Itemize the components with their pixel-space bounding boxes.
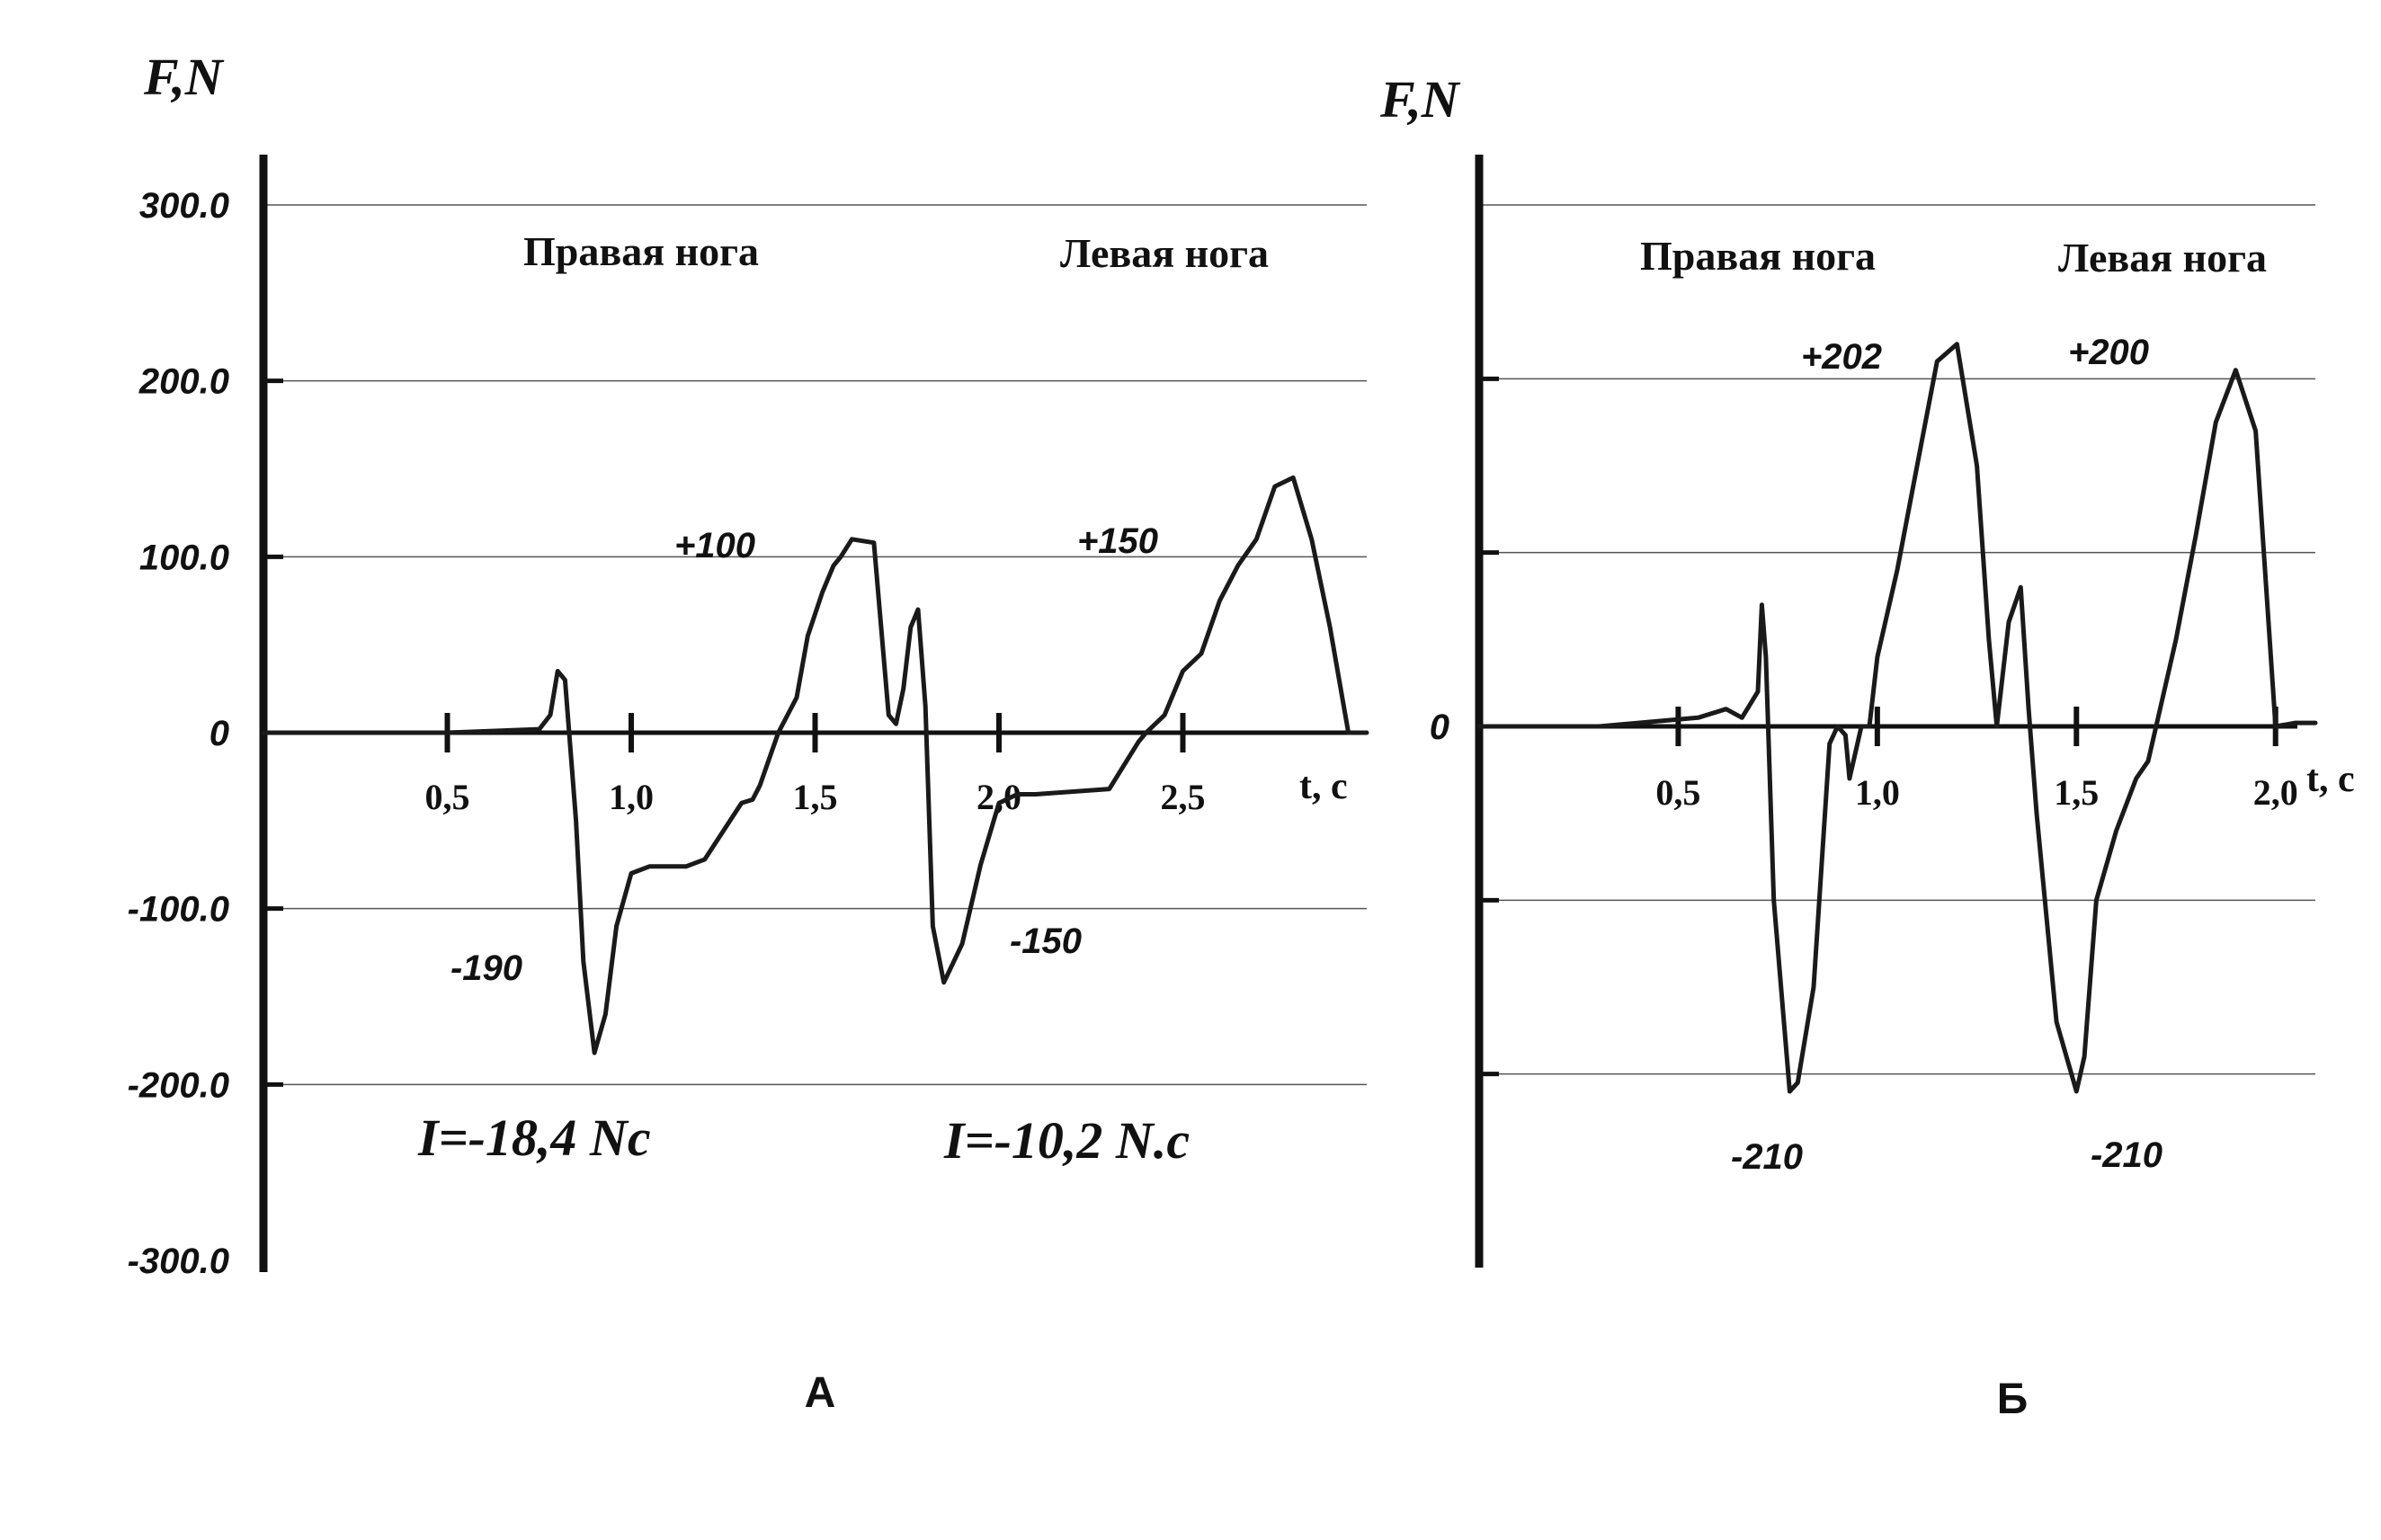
x-tick-label: 0,5 [1655,772,1700,813]
annotation-trough: -190 [450,948,522,988]
y-tick-label: -100.0 [128,890,229,930]
impulse-label: I=-10,2 N.c [943,1111,1190,1170]
annotation-peak: +202 [1801,337,1882,377]
panel-label: А [805,1369,836,1417]
grid-lines [263,204,1367,1086]
y-tick-label: 200.0 [138,362,229,402]
y-tick-label: 0 [210,714,229,753]
annotation-trough: -210 [2091,1135,2163,1175]
series-line [261,475,1369,1055]
axes [259,155,1367,1272]
region-label-right-leg: Правая нога [523,228,759,274]
x-axis-label: t, c [1299,766,1348,807]
x-tick-label: 1,5 [2054,772,2099,813]
tick-labels: 300.0 200.0 100.0 0 -100.0 -200.0 -300.0 0,5 1,0… [128,186,1206,1281]
x-tick-label: 1,5 [793,777,838,817]
grid-lines [1479,204,2315,1075]
tick-labels: 0 0,5 1,0 1,5 2,0 [1430,708,2298,813]
y-tick-label: 100.0 [139,538,229,577]
region-label-left-leg: Левая нога [2058,235,2267,280]
chart-panel-b: 0 0,5 1,0 1,5 2,0 F,N t, c Правая нога Левая… [1379,70,2355,1423]
x-axis-label: t, c [2306,759,2355,800]
annotation-trough: -150 [1010,921,1082,961]
x-tick-label: 2,5 [1161,777,1206,817]
region-label-right-leg: Правая нога [1640,233,1876,279]
annotation-peak: +150 [1077,521,1158,561]
x-tick-label: 2,0 [2253,772,2298,813]
region-label-left-leg: Левая нога [1060,230,1269,276]
y-axis-label: F,N [143,48,225,106]
annotation-trough: -210 [1731,1137,1803,1177]
annotation-peak: +200 [2068,333,2149,372]
impulse-label: I=-18,4 Nc [417,1108,651,1167]
chart-panel-a: 300.0 200.0 100.0 0 -100.0 -200.0 -300.0 0,5 1,0… [128,48,1369,1417]
x-tick-label: 0,5 [425,777,470,817]
y-axis-label: F,N [1379,70,1461,129]
series-line [1476,342,2318,1094]
y-tick-label: -200.0 [128,1065,229,1105]
panel-label: Б [1997,1375,2029,1423]
x-tick-label: 1,0 [609,777,654,817]
x-tick-label: 1,0 [1855,772,1900,813]
y-tick-label: 300.0 [139,186,229,226]
y-tick-label: 0 [1430,708,1449,747]
y-tick-label: -300.0 [128,1242,229,1281]
axes [1475,155,2297,1268]
annotation-peak: +100 [674,526,755,565]
